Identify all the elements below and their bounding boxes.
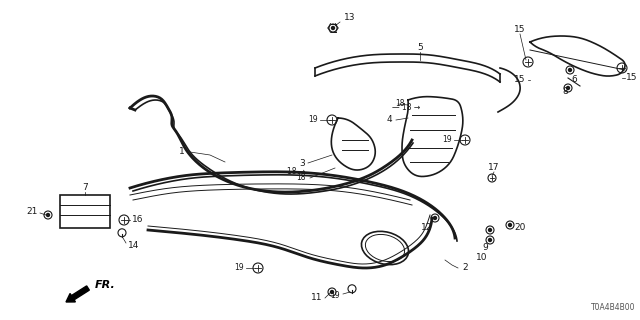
Text: 18: 18	[296, 173, 305, 182]
Circle shape	[44, 211, 52, 219]
Text: 17: 17	[488, 164, 500, 172]
Circle shape	[486, 236, 494, 244]
Circle shape	[253, 263, 263, 273]
Circle shape	[348, 285, 356, 293]
Circle shape	[488, 174, 496, 182]
Text: T0A4B4B00: T0A4B4B00	[591, 303, 635, 312]
Text: 15: 15	[515, 26, 525, 35]
Text: 19: 19	[308, 116, 318, 124]
Circle shape	[460, 135, 470, 145]
Circle shape	[488, 228, 492, 231]
Circle shape	[506, 221, 514, 229]
Text: 9: 9	[483, 244, 488, 252]
Text: 14: 14	[128, 241, 140, 250]
Text: 2: 2	[462, 263, 468, 273]
Text: 10: 10	[476, 253, 487, 262]
Circle shape	[329, 24, 337, 32]
Text: 8: 8	[562, 87, 568, 97]
Text: 1: 1	[179, 148, 185, 156]
Text: 15: 15	[626, 74, 637, 83]
Text: 19: 19	[330, 291, 340, 300]
Text: 6: 6	[571, 76, 577, 84]
Text: 11: 11	[310, 293, 322, 302]
Circle shape	[327, 115, 337, 125]
Text: 19: 19	[234, 263, 244, 273]
Text: 15: 15	[513, 76, 525, 84]
Circle shape	[328, 288, 336, 296]
Text: 20: 20	[514, 223, 525, 233]
Circle shape	[564, 84, 572, 92]
Text: 3: 3	[300, 158, 305, 167]
Circle shape	[47, 213, 49, 217]
Circle shape	[119, 215, 129, 225]
Circle shape	[617, 63, 627, 73]
Text: 19: 19	[442, 135, 452, 145]
Circle shape	[568, 68, 572, 71]
Text: — 18 →: — 18 →	[276, 167, 305, 177]
Text: 4: 4	[387, 116, 392, 124]
Circle shape	[566, 66, 574, 74]
Text: 12: 12	[420, 223, 432, 233]
Text: — 18 →: — 18 →	[392, 103, 420, 113]
Circle shape	[431, 214, 439, 222]
Circle shape	[330, 291, 333, 293]
Circle shape	[433, 217, 436, 220]
Text: 16: 16	[132, 215, 143, 225]
Circle shape	[486, 226, 494, 234]
Text: 18: 18	[395, 100, 404, 108]
Circle shape	[332, 27, 335, 29]
Circle shape	[118, 229, 126, 237]
Circle shape	[523, 57, 533, 67]
Circle shape	[566, 86, 570, 90]
Circle shape	[488, 238, 492, 242]
Text: 5: 5	[417, 44, 423, 52]
Text: 13: 13	[344, 13, 355, 22]
Text: 7: 7	[82, 183, 88, 193]
Text: 21: 21	[27, 207, 38, 217]
Text: FR.: FR.	[95, 280, 116, 290]
FancyArrow shape	[66, 286, 90, 302]
Circle shape	[509, 223, 511, 227]
Bar	[60, 195, 110, 228]
